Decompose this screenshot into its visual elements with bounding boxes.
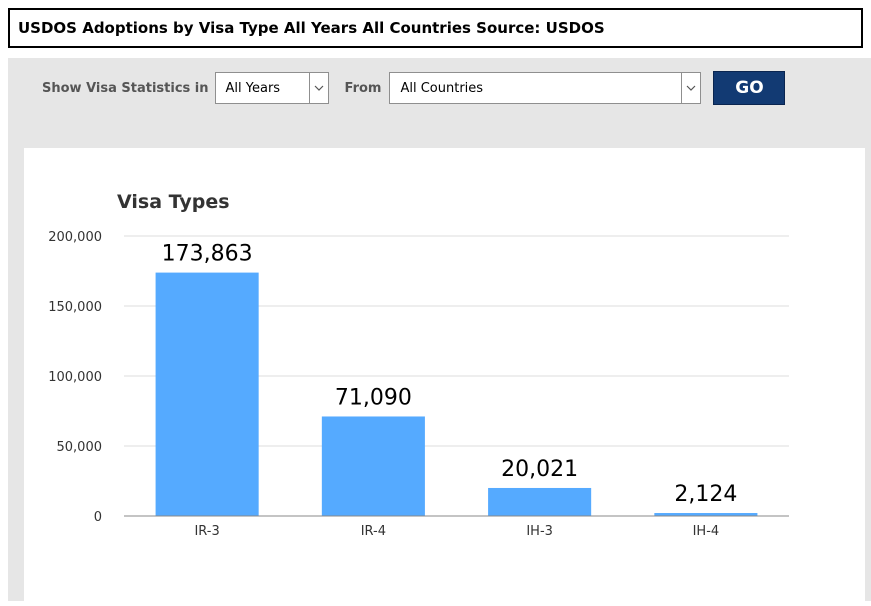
x-tick-label: IR-3 [194,524,219,539]
y-tick-label: 0 [94,510,102,525]
page-title: USDOS Adoptions by Visa Type All Years A… [18,19,605,37]
years-select[interactable]: All Years [214,72,329,104]
country-select[interactable]: All Countries [389,72,702,104]
go-button[interactable]: GO [713,71,786,105]
data-label: 20,021 [501,457,578,482]
value-labels: 173,863 71,090 20,021 2,124 [162,242,738,507]
country-select-value: All Countries [400,80,484,96]
data-label: 71,090 [335,385,412,410]
bar [488,487,592,516]
y-tick-label: 100,000 [48,370,102,385]
x-tick-label: IH-4 [693,524,720,539]
y-tick-label: 50,000 [57,440,103,455]
y-tick-label: 150,000 [48,300,102,315]
bars [155,272,758,516]
bar-chart: Visa Types 050,000100,000150,000200,000 … [48,191,789,539]
x-axis-ticks: IR-3 IR-4 IH-3 IH-4 [194,524,719,539]
from-label: From [344,80,382,96]
y-axis-ticks: 0 50,000 100,000 150,000 200,000 [48,230,102,525]
chevron-down-icon[interactable] [681,73,700,103]
data-label: 2,124 [674,482,737,507]
bar [654,513,758,516]
chevron-down-icon[interactable] [308,73,328,103]
chart-panel: Show Visa Statistics in All Years From A… [8,58,871,601]
y-tick-label: 200,000 [48,230,102,245]
data-label: 173,863 [162,242,253,267]
chart-card: Visa Types 0 50,000 100,000 150,000 200,000 … [24,148,865,601]
x-tick-label: IR-4 [361,524,386,539]
bar [155,272,259,516]
chart-title: Visa Types [117,191,230,213]
filter-bar: Show Visa Statistics in All Years From A… [8,68,871,108]
show-visa-statistics-label: Show Visa Statistics in [42,80,209,96]
title-banner: USDOS Adoptions by Visa Type All Years A… [8,8,863,48]
bar [321,416,425,516]
x-tick-label: IH-3 [526,524,553,539]
years-select-value: All Years [225,80,281,96]
